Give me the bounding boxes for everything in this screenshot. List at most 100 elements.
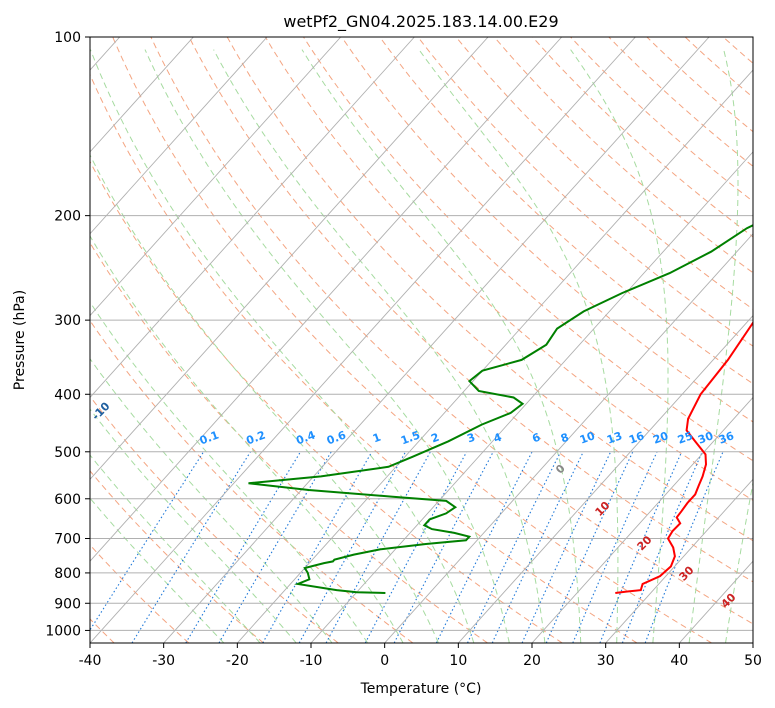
dewpoint-line — [248, 224, 753, 594]
moist-adiabat-line — [418, 49, 619, 643]
isotherm-line — [457, 314, 753, 643]
moist-adiabat-line — [90, 49, 475, 643]
x-tick-label: -20 — [226, 653, 249, 669]
dry-adiabats — [90, 37, 753, 643]
isotherm-line — [236, 69, 753, 643]
moist-adiabat-line — [90, 408, 297, 643]
moist-adiabat-line — [213, 49, 546, 643]
moist-adiabat-line — [90, 454, 261, 643]
plot-frame — [89, 36, 754, 644]
mixing-ratio-label: 3 — [465, 431, 477, 446]
isotherm-line — [90, 37, 489, 480]
mixing-ratio-label: 30 — [696, 429, 715, 447]
isotherm-line — [90, 37, 636, 643]
x-tick-label: 30 — [597, 653, 615, 669]
x-axis-label: Temperature (°C) — [360, 681, 482, 697]
moist-adiabat-line — [725, 480, 753, 643]
mixing-ratio-label: 4 — [492, 430, 504, 445]
mixing-ratio-line — [90, 451, 205, 631]
x-tick-label: -40 — [79, 653, 102, 669]
y-tick-label: 900 — [54, 596, 81, 612]
y-tick-label: 300 — [54, 313, 81, 329]
contour-labels: -100-90-80-70-60-50-40-30-20-10010203040… — [90, 399, 739, 610]
mixing-ratio-label: 20 — [651, 429, 670, 447]
moist-adiabat-line — [688, 49, 739, 643]
dry-adiabat-line — [150, 37, 753, 625]
moist-adiabat-line — [301, 49, 582, 643]
y-axis-label: Pressure (hPa) — [12, 290, 28, 390]
isotherm-line — [163, 37, 710, 643]
isotherm-line — [90, 37, 268, 235]
mixing-ratio-label: 1 — [371, 431, 383, 446]
x-tick-label: 40 — [670, 653, 688, 669]
mixing-ratio-label: 8 — [559, 431, 571, 446]
y-tick-label: 400 — [54, 387, 81, 403]
mixing-ratio-line — [599, 451, 683, 643]
mixing-ratio-label: 10 — [578, 429, 597, 447]
dry-adiabat-line — [90, 241, 488, 643]
isotherm-line — [90, 37, 194, 153]
dry-adiabat-line — [417, 37, 753, 347]
y-tick-label: 600 — [54, 492, 81, 508]
profile-series — [248, 224, 753, 594]
mixing-ratio-label: 2 — [429, 431, 441, 446]
mixing-ratio-label: 36 — [717, 429, 736, 447]
y-tick-label: 1000 — [45, 623, 81, 639]
mixing-ratio-label: 25 — [676, 429, 695, 446]
dry-adiabat-line — [90, 319, 414, 643]
isotherms — [90, 37, 753, 643]
y-tick-label: 800 — [54, 566, 81, 582]
x-tick-label: -30 — [152, 653, 175, 669]
dry-adiabat-line — [226, 37, 753, 542]
isotherm-line — [90, 37, 563, 562]
mixing-ratio-label: 0.2 — [245, 429, 268, 448]
mixing-ratio-line — [364, 451, 468, 643]
isotherm-line — [384, 233, 753, 643]
x-tick-label: -10 — [300, 653, 323, 669]
temperature-line — [615, 320, 753, 594]
mixing-ratio-label: 6 — [531, 430, 543, 445]
x-tick-label: 20 — [523, 653, 541, 669]
mixing-ratio-line — [572, 451, 658, 643]
dry-adiabat-line — [608, 37, 753, 167]
y-tick-label: 100 — [54, 30, 81, 46]
dry-adiabat-line — [90, 160, 563, 643]
x-tick-label: 10 — [449, 653, 467, 669]
dry-adiabat-line — [90, 73, 638, 643]
dry-adiabat-line — [379, 37, 753, 385]
isotherm-line — [310, 151, 753, 643]
dry-adiabat-line — [188, 37, 753, 583]
isotherm-line — [531, 396, 753, 643]
moist-adiabat-line — [90, 357, 333, 643]
dry-adiabat-line — [493, 37, 753, 274]
mixing-ratio-label: 13 — [605, 429, 624, 446]
mixing-ratio-label: 1.5 — [399, 429, 422, 448]
isobars — [90, 37, 753, 631]
mixing-ratio-label: 0.6 — [325, 428, 348, 447]
dry-adiabat-line — [455, 37, 753, 310]
y-tick-label: 700 — [54, 532, 81, 548]
mixing-ratio-line — [325, 451, 431, 643]
mixing-ratio-line — [467, 451, 562, 643]
x-tick-label: 50 — [744, 653, 762, 669]
moist-adiabat-line — [90, 153, 439, 643]
dry-adiabat-line — [264, 37, 753, 501]
moist-adiabat-line — [570, 49, 669, 643]
isotherm-line — [90, 37, 342, 317]
mixing-ratio-line — [435, 451, 533, 643]
mixing-ratio-line — [621, 451, 703, 643]
dry-adiabat-line — [341, 37, 753, 423]
isotherm-line — [90, 37, 415, 399]
dry-adiabat-line — [90, 395, 339, 643]
y-tick-label: 200 — [54, 209, 81, 225]
isotherm-line — [605, 478, 753, 643]
mixing-ratio-label: 0.4 — [294, 428, 317, 447]
dry-adiabat-line — [112, 37, 712, 643]
moist-adiabat-line — [144, 49, 510, 643]
mixing-ratio-line — [185, 451, 301, 643]
plot-background — [90, 37, 753, 643]
mixing-ratio-label: 16 — [627, 429, 646, 447]
moist-adiabat-line — [90, 235, 404, 643]
mixing-ratio-lines — [90, 451, 724, 643]
